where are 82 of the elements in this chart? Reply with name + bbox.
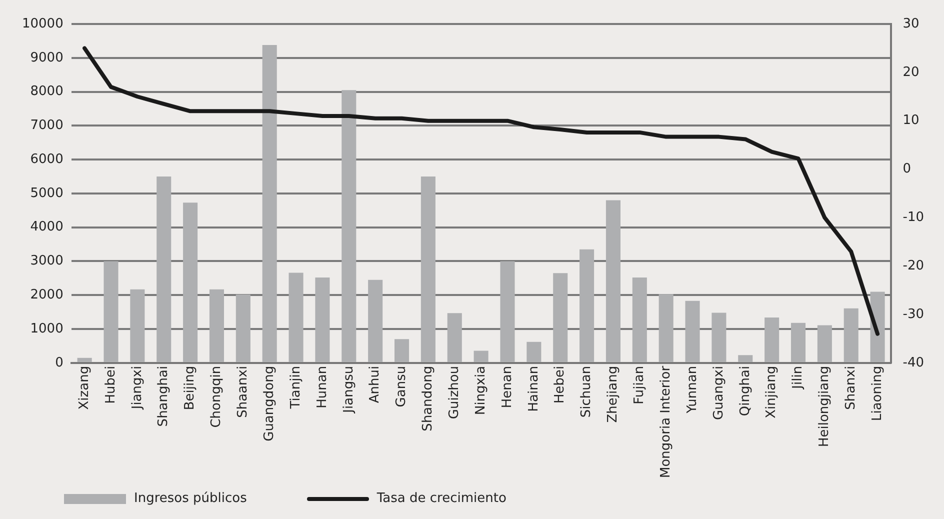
x-tick-label: Xizang xyxy=(76,366,92,410)
y-tick-label: 5000 xyxy=(30,186,64,201)
x-tick-label: Shanghai xyxy=(156,366,172,427)
bar xyxy=(342,90,356,362)
bar xyxy=(685,300,700,362)
y-tick-label: 8000 xyxy=(30,84,64,100)
x-tick-label: Henan xyxy=(500,366,515,408)
y-tick-label: 7000 xyxy=(30,118,64,134)
bar xyxy=(712,312,726,362)
x-tick-label: Jiangsu xyxy=(341,366,356,414)
bar xyxy=(236,294,250,362)
x-tick-label: Heilongjiang xyxy=(817,366,832,448)
x-tick-label: Zhejiang xyxy=(606,366,621,423)
x-tick-label: Jilin xyxy=(790,366,806,390)
y-tick-label: 2000 xyxy=(30,288,64,302)
x-tick-label: Liaoning xyxy=(870,366,885,422)
bar xyxy=(420,176,436,362)
y2-tick-label: -10 xyxy=(902,210,924,226)
x-tick-label: Yunnan xyxy=(684,366,700,414)
y-tick-label: 0 xyxy=(55,355,64,370)
y2-tick-label: -20 xyxy=(902,258,924,274)
y-tick-label: 6000 xyxy=(30,152,64,167)
bar xyxy=(474,350,488,362)
x-tick-label: Guangxi xyxy=(711,366,726,420)
bar xyxy=(817,325,832,362)
bar xyxy=(553,273,568,362)
bar xyxy=(790,322,806,362)
x-tick-label: Gansu xyxy=(394,366,410,408)
bar xyxy=(658,294,674,362)
x-tick-label: Mongoria Interior xyxy=(658,365,674,478)
bar xyxy=(104,261,118,362)
y2-tick-label: 30 xyxy=(902,16,920,32)
bar xyxy=(77,358,92,362)
bar xyxy=(183,202,198,362)
bar xyxy=(447,313,462,362)
y2-tick-label: 20 xyxy=(902,64,920,80)
bar xyxy=(844,308,858,362)
x-tick-label: Chongqin xyxy=(209,366,224,428)
legend-label: Tasa de crecimiento xyxy=(376,491,506,506)
bar xyxy=(738,355,753,362)
x-tick-label: Jiangxi xyxy=(130,366,145,410)
x-tick-label: Hebei xyxy=(552,366,568,404)
x-tick-label: Shanxi xyxy=(843,366,858,410)
y2-tick-label: 10 xyxy=(902,113,920,128)
bar xyxy=(315,278,330,362)
x-tick-label: Shandong xyxy=(420,366,436,432)
bar xyxy=(526,342,542,362)
bar xyxy=(156,176,172,362)
y2-tick-label: -30 xyxy=(902,306,924,322)
x-tick-label: Shaanxi xyxy=(236,366,251,418)
x-tick-label: Ningxia xyxy=(473,366,488,416)
y-tick-label: 3000 xyxy=(30,254,64,269)
y2-tick-label: 0 xyxy=(902,162,912,177)
x-tick-label: Guizhou xyxy=(447,366,462,420)
bar xyxy=(209,289,224,362)
bar xyxy=(288,272,304,362)
bar xyxy=(632,278,647,362)
x-tick-label: Fujian xyxy=(632,366,648,404)
bar xyxy=(262,45,277,362)
legend-label: Ingresos públicos xyxy=(134,491,247,506)
x-tick-label: Hunan xyxy=(314,366,330,408)
bar xyxy=(580,249,594,362)
x-tick-label: Tianjin xyxy=(288,366,304,410)
bar xyxy=(500,261,515,362)
x-tick-label: Beijing xyxy=(182,366,198,410)
y-tick-label: 9000 xyxy=(30,50,64,66)
x-tick-label: Hubei xyxy=(103,366,118,404)
x-tick-label: Hainan xyxy=(526,366,542,412)
y-tick-label: 4000 xyxy=(30,220,64,235)
x-tick-label: Anhui xyxy=(368,366,383,404)
y-tick-label: 10000 xyxy=(22,16,64,32)
y2-tick-label: -40 xyxy=(902,355,924,370)
bar xyxy=(764,317,780,362)
bar xyxy=(606,200,620,362)
x-tick-label: Qinghai xyxy=(738,366,753,416)
bar xyxy=(394,339,410,362)
x-tick-label: Sichuan xyxy=(579,366,594,418)
x-tick-label: Guangdong xyxy=(262,366,277,442)
x-tick-label: Xinjiang xyxy=(764,366,780,418)
y-tick-label: 1000 xyxy=(30,321,64,336)
bar xyxy=(130,289,145,362)
bar xyxy=(368,280,383,362)
